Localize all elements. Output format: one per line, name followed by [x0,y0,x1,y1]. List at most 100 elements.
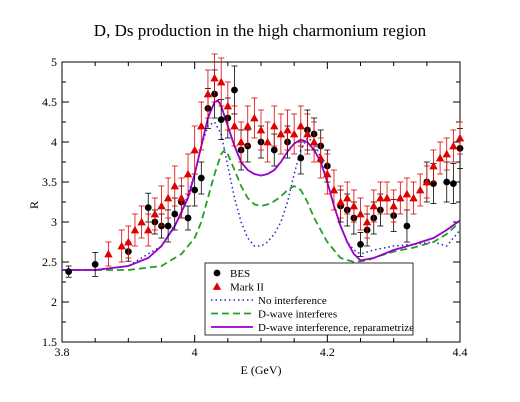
data-point [117,241,126,250]
data-point [177,193,186,202]
data-point [164,222,172,230]
data-point [270,121,279,130]
y-tick-label: 5 [51,55,57,69]
data-point [435,153,445,162]
data-point [150,209,160,218]
y-tick-label: 2 [51,295,57,309]
data-point [130,225,140,234]
data-point [357,241,364,248]
data-point [403,222,411,230]
data-point [124,237,133,246]
data-point [210,73,219,82]
series-points [65,65,464,278]
data-point [183,169,193,178]
data-point [65,268,73,275]
y-tick-label: 4.5 [42,95,57,109]
legend-label: D-wave interference, reparametrize [258,322,414,334]
data-point [190,145,199,154]
y-axis: 1.5 2 2.5 3 3.5 4 4.5 5 [42,55,460,349]
data-point [212,282,222,290]
data-point [396,193,405,202]
data-point [250,113,259,122]
legend-item: D-wave interferes [211,309,337,321]
data-point [336,197,345,206]
legend-label: Mark II [230,282,264,294]
data-point [323,169,332,178]
data-point [217,116,225,123]
data-point [442,149,451,158]
y-tick-label: 3.5 [42,175,57,189]
data-point [422,177,432,186]
data-point [455,133,465,142]
data-point [197,121,206,130]
data-point [329,185,339,194]
data-point [297,154,305,162]
data-point [296,121,305,130]
data-point [223,101,233,110]
data-point [382,193,392,202]
data-point [376,193,385,202]
data-point [449,141,458,150]
data-point [236,137,246,146]
data-point [231,86,238,94]
x-axis: 3.8 4 4.2 4.4 [55,62,468,359]
data-point [230,121,239,130]
x-axis-label: E (GeV) [241,363,282,377]
data-point [197,174,205,182]
data-point [217,77,226,86]
data-point [349,201,359,210]
series-line [62,99,461,271]
data-point [243,121,252,130]
data-point [191,186,199,194]
data-point [356,209,365,218]
chart-title: D, Ds production in the high charmonium … [94,21,427,40]
data-point [309,137,319,146]
data-point [184,214,192,222]
data-point [343,193,352,202]
data-point [416,185,425,194]
data-point [369,201,378,210]
data-point [443,178,451,186]
data-point [283,125,292,134]
data-point [362,217,372,226]
x-tick-label: 4.2 [320,345,335,359]
data-point [256,125,266,134]
data-point [203,89,213,98]
data-point [104,249,113,258]
data-point [389,201,398,210]
data-point [171,210,179,218]
x-tick-label: 3.8 [55,345,70,359]
data-point [144,204,152,212]
data-point [157,201,166,210]
data-point [289,129,299,138]
data-point [137,217,146,226]
data-point [402,189,412,198]
y-tick-label: 2.5 [42,255,57,269]
data-point [409,193,418,202]
y-axis-label: R [27,201,41,209]
legend-item: Mark II [212,282,264,294]
legend-label: No interference [258,295,327,307]
legend-item: D-wave interference, reparametrize [211,322,414,334]
data-point [316,153,325,162]
data-point [91,261,99,268]
data-point [276,129,286,138]
x-tick-label: 4.4 [453,345,468,359]
plot-area [62,53,465,278]
data-point [270,146,278,154]
y-tick-label: 3 [51,215,57,229]
legend-box [204,262,414,336]
data-point [144,225,153,234]
series-points [104,53,465,267]
y-tick-label: 4 [51,135,57,149]
legend-item: No interference [211,295,327,307]
data-point [213,269,221,277]
data-point [429,161,438,170]
data-point [170,181,179,190]
x-tick-label: 4 [192,345,198,359]
legend-item: BES [213,268,250,280]
data-point [263,137,272,146]
legend-label: D-wave interferes [258,309,337,321]
